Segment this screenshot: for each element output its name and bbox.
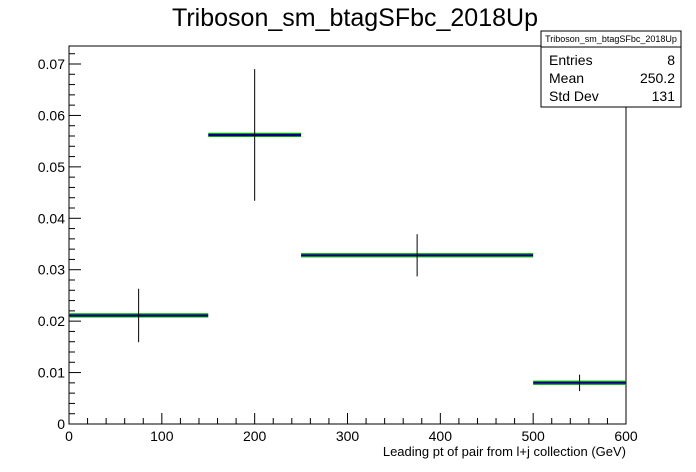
x-tick-label: 200 xyxy=(243,428,267,444)
histogram-bins xyxy=(69,69,626,392)
y-tick-label: 0.02 xyxy=(38,313,65,329)
x-tick-label: 400 xyxy=(429,428,453,444)
stats-entries-value: 8 xyxy=(667,52,675,68)
y-tick-label: 0.04 xyxy=(38,210,65,226)
x-axis: 0 100 200 300 400 500 600 xyxy=(65,413,638,444)
x-tick-label: 0 xyxy=(65,428,73,444)
x-tick-label: 100 xyxy=(150,428,174,444)
y-tick-label: 0.01 xyxy=(38,365,65,381)
y-tick-label: 0.07 xyxy=(38,56,65,72)
stats-box: Triboson_sm_btagSFbc_2018Up Entries 8 Me… xyxy=(540,30,682,108)
y-tick-label: 0 xyxy=(57,416,65,432)
y-tick-label: 0.06 xyxy=(38,107,65,123)
stats-box-frame xyxy=(540,30,682,108)
stats-entries-label: Entries xyxy=(549,52,593,68)
x-tick-label: 600 xyxy=(614,428,638,444)
y-tick-label: 0.03 xyxy=(38,262,65,278)
chart-title: Triboson_sm_btagSFbc_2018Up xyxy=(172,4,538,32)
x-tick-label: 500 xyxy=(521,428,545,444)
stats-stddev-value: 131 xyxy=(652,88,676,104)
x-axis-label: Leading pt of pair from l+j collection (… xyxy=(383,444,626,459)
stats-mean-value: 250.2 xyxy=(640,70,675,86)
stats-mean-label: Mean xyxy=(549,70,584,86)
stats-stddev-label: Std Dev xyxy=(549,88,599,104)
y-tick-label: 0.05 xyxy=(38,159,65,175)
x-tick-label: 300 xyxy=(336,428,360,444)
stats-box-title: Triboson_sm_btagSFbc_2018Up xyxy=(545,34,677,44)
y-axis: 0 0.01 0.02 0.03 0.04 0.05 0.06 0.07 xyxy=(38,53,81,432)
